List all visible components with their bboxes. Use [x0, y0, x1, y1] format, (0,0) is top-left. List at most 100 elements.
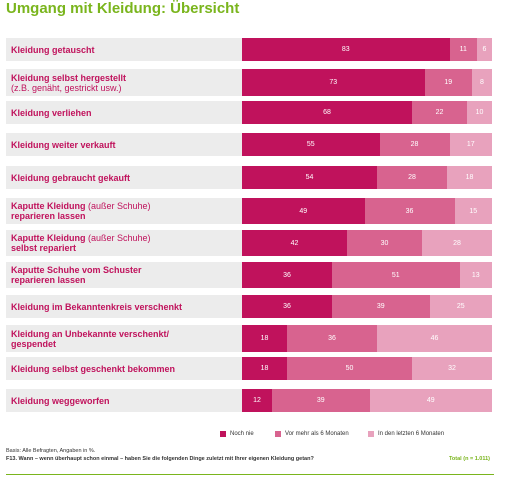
- footnote-basis: Basis: Alle Befragten, Angaben in %.: [6, 448, 96, 454]
- bar-segment: 54: [242, 166, 377, 189]
- category-label: Kleidung weggeworfen: [11, 395, 110, 406]
- stacked-bar: 42 30 28: [242, 230, 492, 256]
- bar-segment: 51: [332, 262, 460, 288]
- bar-segment: 39: [272, 389, 370, 412]
- legend-item-noch-nie: Noch nie: [220, 431, 254, 437]
- category-label: Kleidung selbst hergestellt (z.B. genäht,…: [11, 72, 127, 93]
- bar-segment: 73: [242, 69, 425, 96]
- data-label: 73: [329, 79, 338, 86]
- data-label: 36: [405, 207, 414, 215]
- data-label: 18: [260, 365, 269, 372]
- bar-segment: 68: [242, 101, 412, 124]
- category-label: Kleidung verliehen: [11, 107, 92, 118]
- chart-row: Kleidung gebraucht gekauft 54 28 18: [6, 166, 492, 189]
- stacked-bar: 49 36 15: [242, 198, 492, 224]
- bar-segment: 83: [242, 38, 450, 61]
- data-label: 68: [323, 109, 331, 116]
- data-label: 6: [482, 46, 487, 53]
- bar-segment: 25: [429, 295, 492, 318]
- bar-segment: 15: [454, 198, 492, 224]
- data-label: 36: [328, 335, 336, 342]
- data-label: 42: [290, 239, 299, 247]
- data-label: 10: [475, 109, 484, 116]
- data-label: 28: [408, 174, 416, 181]
- bar-segment: 28: [379, 133, 450, 156]
- bar-segment: 55: [242, 133, 380, 156]
- data-label: 36: [283, 303, 291, 310]
- bar-segment: 42: [242, 230, 347, 256]
- data-label: 54: [305, 174, 314, 181]
- bar-segment: 30: [347, 230, 422, 256]
- data-label: 28: [453, 239, 461, 247]
- chart-row: Kleidung im Bekanntenkreis verschenkt 36 3…: [6, 295, 492, 318]
- chart-row: Kleidung selbst hergestellt (z.B. genäht,…: [6, 69, 492, 96]
- bar-segment: 18: [242, 357, 287, 380]
- legend: Noch nie Vor mehr als 6 Monaten In den l…: [0, 431, 506, 441]
- stacked-bar: 36 39 25: [242, 295, 492, 318]
- data-label: 83: [341, 46, 350, 53]
- chart-row: Kleidung verliehen 68 22 10: [6, 101, 492, 124]
- stacked-bar: 83 11 6: [242, 38, 492, 61]
- chart-row: Kleidung an Unbekannte verschenkt/gespen…: [6, 325, 492, 352]
- category-label: Kleidung getauscht: [11, 44, 95, 55]
- data-label: 39: [376, 303, 385, 310]
- legend-item-vor-mehr-als-6-monaten: Vor mehr als 6 Monaten: [275, 431, 349, 437]
- bar-segment: 36: [287, 325, 377, 352]
- data-label: 11: [459, 46, 467, 53]
- category-label: Kaputte Schuhe vom Schuster reparieren la…: [11, 265, 142, 285]
- data-label: 19: [444, 79, 453, 86]
- legend-item-in-den-letzten-6-monaten: In den letzten 6 Monaten: [368, 431, 444, 437]
- category-label: Kleidung gebraucht gekauft: [11, 172, 131, 183]
- data-label: 13: [471, 271, 480, 279]
- data-label: 36: [283, 271, 291, 279]
- chart-row: Kleidung getauscht 83 11 6: [6, 38, 492, 61]
- data-label: 32: [448, 365, 456, 372]
- chart-row: Kaputte Kleidung (außer Schuhe) selbst re…: [6, 230, 492, 256]
- bottom-rule: [6, 474, 494, 475]
- bar-segment: 22: [412, 101, 467, 124]
- bar-segment: 19: [424, 69, 472, 96]
- bar-segment: 36: [242, 295, 332, 318]
- data-label: 50: [345, 365, 354, 372]
- total-note: Total (n = 1.011): [448, 456, 490, 462]
- category-label: Kaputte Kleidung (außer Schuhe) repariere…: [11, 201, 151, 221]
- bar-segment: 6: [477, 38, 492, 61]
- bar-segment: 18: [242, 325, 287, 352]
- data-label: 17: [466, 141, 475, 148]
- legend-label: Noch nie: [230, 431, 254, 437]
- bar-segment: 11: [449, 38, 477, 61]
- data-label: 8: [480, 79, 484, 86]
- footnote-question: F13. Wann – wenn überhaupt schon einmal …: [6, 456, 314, 462]
- bar-segment: 8: [472, 69, 492, 96]
- data-label: 49: [426, 397, 435, 404]
- data-label: 39: [316, 397, 325, 404]
- bar-segment: 28: [377, 166, 447, 189]
- data-label: 30: [380, 239, 389, 247]
- data-label: 46: [430, 335, 439, 342]
- stacked-bar: 18 50 32: [242, 357, 492, 380]
- chart-row: Kleidung selbst geschenkt bekommen 18 50 32: [6, 357, 492, 380]
- bar-segment: 36: [242, 262, 332, 288]
- category-label: Kleidung weiter verkauft: [11, 139, 116, 150]
- chart-title: Umgang mit Kleidung: Übersicht: [6, 0, 240, 17]
- bar-segment: 39: [332, 295, 430, 318]
- legend-label: In den letzten 6 Monaten: [378, 431, 445, 437]
- data-label: 49: [299, 207, 308, 215]
- data-label: 18: [465, 174, 474, 181]
- bar-segment: 49: [369, 389, 492, 412]
- legend-swatch: [275, 431, 281, 437]
- bar-segment: 18: [447, 166, 492, 189]
- data-label: 15: [469, 207, 478, 215]
- category-label: Kaputte Kleidung (außer Schuhe) selbst re…: [11, 233, 151, 253]
- data-label: 51: [391, 271, 400, 279]
- stacked-bar: 68 22 10: [242, 101, 492, 124]
- bar-segment: 49: [242, 198, 365, 224]
- bar-segment: 10: [467, 101, 492, 124]
- stacked-bar: 73 19 8: [242, 69, 492, 96]
- category-label: Kleidung an Unbekannte verschenkt/gespen…: [11, 328, 170, 349]
- bar-segment: 50: [287, 357, 412, 380]
- data-label: 25: [456, 303, 465, 310]
- chart-row: Kaputte Schuhe vom Schuster reparieren la…: [6, 262, 492, 288]
- data-label: 28: [410, 141, 419, 148]
- category-label: Kleidung selbst geschenkt bekommen: [11, 363, 176, 374]
